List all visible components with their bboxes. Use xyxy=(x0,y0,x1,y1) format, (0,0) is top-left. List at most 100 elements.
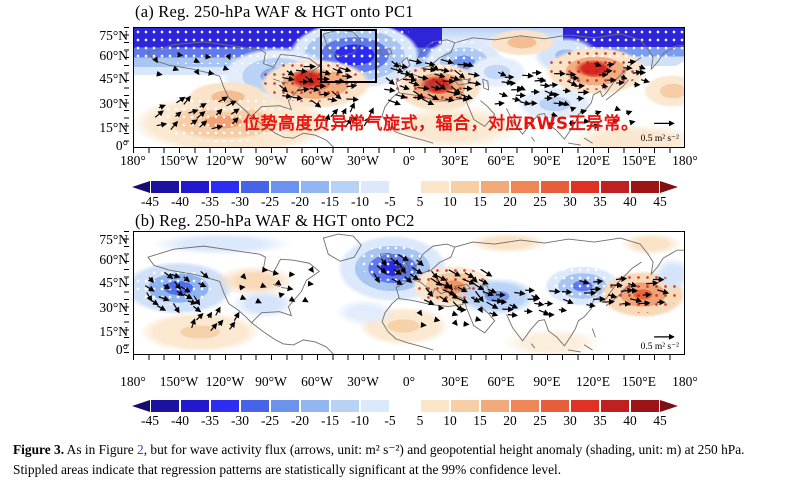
flux-arrow xyxy=(434,72,446,79)
colorbar-cell xyxy=(570,400,600,412)
figure-caption: Figure 3. As in Figure 2, but for wave a… xyxy=(13,440,791,480)
flux-arrow xyxy=(395,63,409,70)
flux-arrow xyxy=(151,299,159,306)
flux-arrow xyxy=(158,295,170,302)
flux-arrow xyxy=(215,108,223,116)
flux-arrow xyxy=(363,116,370,127)
flux-arrow xyxy=(615,275,628,282)
flux-arrow xyxy=(460,94,474,100)
y-tick-label: 15°N xyxy=(99,120,128,135)
annotation-text: 位势高度负异常气旋式，辐合，对应RWS正异常。 xyxy=(243,114,639,134)
caption-text-post: , but for wave activity flux (arrows, un… xyxy=(13,442,745,478)
flux-arrow xyxy=(531,293,541,300)
highlight-box xyxy=(320,29,377,83)
flux-arrow xyxy=(324,113,331,125)
x-tick-label: 90°W xyxy=(255,153,287,168)
flux-arrow xyxy=(522,72,534,79)
flux-arrow xyxy=(642,291,652,298)
flux-arrow xyxy=(172,65,180,72)
flux-arrow xyxy=(226,100,237,107)
flux-arrow xyxy=(625,110,633,116)
colorbar-tick-label: -15 xyxy=(321,413,339,428)
x-tick-label: 180° xyxy=(120,153,146,168)
flux-arrow xyxy=(549,92,560,98)
flux-arrow xyxy=(474,315,482,322)
colorbar-cell xyxy=(600,400,630,412)
figure-2-link[interactable]: 2 xyxy=(137,442,144,457)
x-tick-label: 0° xyxy=(402,153,416,168)
flux-arrow xyxy=(154,110,164,118)
colorbar-tick-label: -5 xyxy=(384,413,396,428)
flux-arrow xyxy=(435,80,446,91)
x-tick-label: 30°E xyxy=(441,374,469,389)
flux-arrow xyxy=(411,266,423,275)
flux-arrow xyxy=(548,122,555,128)
flux-arrow xyxy=(474,283,485,291)
flux-arrow xyxy=(614,105,622,112)
colorbar-right-arrow xyxy=(660,400,678,412)
colorbar-tick-label: -5 xyxy=(384,194,396,209)
panel-a-vector-layer xyxy=(147,29,684,147)
colorbar-cell xyxy=(420,181,450,193)
flux-arrow xyxy=(463,61,474,68)
flux-arrow xyxy=(409,273,420,281)
colorbar-cell xyxy=(390,400,420,412)
flux-arrow xyxy=(286,69,295,76)
colorbar-cell xyxy=(540,400,570,412)
flux-arrow xyxy=(469,273,478,283)
flux-arrow xyxy=(405,70,415,79)
flux-arrow xyxy=(183,293,193,299)
flux-arrow xyxy=(173,280,181,290)
flux-arrow xyxy=(240,273,247,280)
colorbar-cell xyxy=(510,181,540,193)
y-tick-label: 30°N xyxy=(99,300,128,315)
flux-arrow xyxy=(462,278,476,285)
x-tick-label: 180° xyxy=(672,374,698,389)
flux-arrow xyxy=(327,96,338,103)
flux-arrow xyxy=(385,77,395,85)
flux-arrow xyxy=(255,297,262,304)
flux-arrow xyxy=(448,292,459,299)
flux-arrow xyxy=(391,278,404,285)
panel-a-y-ticks xyxy=(124,27,129,148)
y-tick-label: 45°N xyxy=(99,275,128,290)
flux-arrow xyxy=(594,61,602,67)
flux-arrow xyxy=(368,107,374,118)
panel-b-y-axis: 75°N 60°N 45°N 30°N 15°N 0° xyxy=(86,231,130,357)
x-tick-label: 150°E xyxy=(622,374,656,389)
x-tick-label: 180° xyxy=(672,153,698,168)
flux-arrow xyxy=(553,100,565,107)
flux-arrow xyxy=(417,74,429,81)
colorbar-tick-label: 30 xyxy=(563,413,577,428)
x-tick-label: 60°E xyxy=(487,374,515,389)
panel-a-colorbar: -45 -40 -35 -30 -25 -20 -15 -10 -5 5 10 15 20 25 30 35 4… xyxy=(132,181,678,211)
flux-arrow xyxy=(297,86,310,93)
flux-arrow xyxy=(562,288,573,295)
flux-arrow xyxy=(390,257,400,266)
colorbar-tick-label: 40 xyxy=(623,413,637,428)
flux-arrow xyxy=(295,68,308,74)
panel-b-map: 0.5 m² s⁻² xyxy=(133,231,685,355)
flux-arrow xyxy=(233,311,240,322)
flux-arrow xyxy=(551,111,558,118)
flux-arrow xyxy=(163,283,171,290)
x-tick-label: 30°W xyxy=(347,153,379,168)
colorbar-tick-label: 40 xyxy=(623,194,637,209)
x-tick-label: 120°W xyxy=(205,374,245,389)
flux-arrow xyxy=(416,309,423,317)
flux-arrow xyxy=(450,75,461,82)
colorbar-tick-label: 15 xyxy=(473,194,487,209)
flux-arrow xyxy=(146,292,153,302)
panel-b-colorbar: -45 -40 -35 -30 -25 -20 -15 -10 -5 5 10 15 20 25 30 35 4… xyxy=(132,400,678,430)
flux-arrow xyxy=(494,100,505,107)
panel-b-vector-layer xyxy=(144,233,684,354)
flux-arrow xyxy=(279,84,289,93)
caption-text-pre: As in Figure xyxy=(64,442,137,457)
flux-arrow xyxy=(208,69,215,76)
flux-arrow xyxy=(454,69,466,79)
flux-arrow xyxy=(346,96,359,103)
flux-arrow xyxy=(451,319,458,326)
flux-arrow xyxy=(629,119,636,126)
flux-arrow xyxy=(593,278,604,285)
